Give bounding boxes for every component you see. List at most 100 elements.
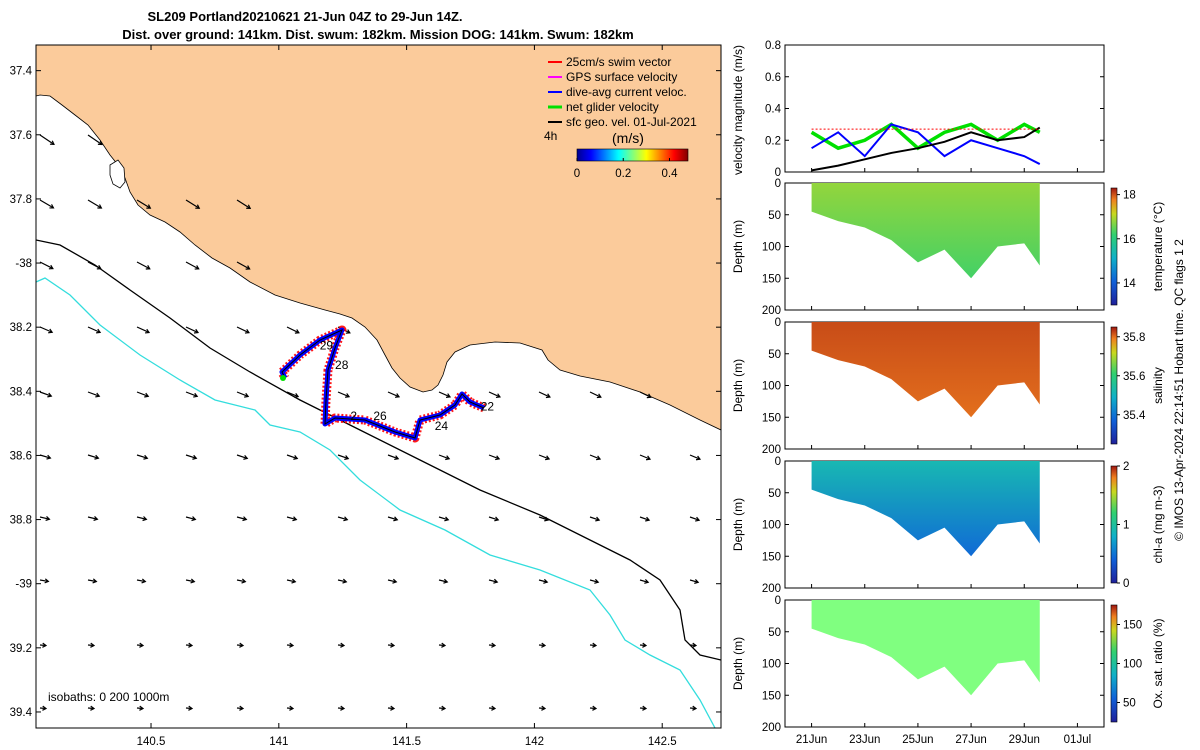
current-arrow [286, 579, 296, 583]
sec-ytick-label: 200 [762, 722, 781, 734]
sec-cb-tick-label: 50 [1123, 698, 1136, 710]
current-arrowhead [293, 455, 299, 460]
legend-label: GPS surface velocity [566, 70, 677, 84]
velocity-panel: 0 0.2 0.4 0.6 0.8 velocity magnitude (m/s) [731, 40, 1105, 179]
current-arrowhead [49, 140, 55, 146]
current-arrowhead [394, 455, 400, 461]
section-panel-chl-a: 0 50 100 150 200 Depth (m) 0 1 2 chl-a (mg m-3) [731, 456, 1165, 595]
current-arrowhead [345, 393, 351, 398]
sec-ytick-label: 0 [775, 178, 781, 190]
current-arrow [589, 516, 600, 521]
velocity-ticks: 0 0.2 0.4 0.6 0.8 [765, 40, 1104, 179]
current-arrow [87, 326, 101, 333]
current-arrowhead [390, 705, 396, 711]
current-arrow [39, 134, 55, 145]
current-arrow [185, 261, 199, 270]
current-arrowhead [340, 642, 346, 648]
current-arrowhead [642, 642, 648, 648]
sec-ytick-label: 100 [762, 659, 781, 671]
current-arrow [39, 326, 53, 333]
current-arrow [236, 261, 250, 270]
map-ytick-label: 37.4 [10, 66, 33, 78]
current-arrowhead [289, 705, 295, 711]
current-arrow [136, 261, 151, 270]
current-arrow [438, 454, 450, 460]
day-label: 2 [350, 409, 357, 423]
current-arrowhead [294, 392, 300, 398]
vel-ytick-label: 0.4 [765, 104, 782, 116]
current-arrow [236, 326, 250, 334]
cb-tick-label: 0.4 [662, 168, 679, 180]
current-arrow [387, 579, 397, 583]
current-arrow [87, 261, 102, 270]
vel-ytick-label: 0 [775, 167, 781, 179]
current-arrowhead [294, 329, 300, 334]
current-arrowhead [246, 204, 252, 209]
map-ytick-label: 38.4 [10, 386, 33, 398]
current-arrowhead [692, 705, 698, 711]
sec-colorbar [1110, 326, 1118, 445]
sec-ytick-label: 0 [775, 456, 781, 468]
legend-sfc-geo-vel: sfc geo. vel. 01-Jul-2021 [548, 115, 697, 129]
current-arrow [236, 391, 249, 398]
sec-ytick-label: 100 [762, 242, 781, 254]
current-arrow [87, 454, 99, 459]
velocity-line [811, 126, 1041, 172]
current-arrow [488, 516, 499, 521]
current-arrow [236, 516, 247, 521]
current-arrow [286, 516, 297, 521]
sec-ytick-label: 150 [762, 551, 781, 563]
current-arrow [387, 454, 399, 460]
current-arrowhead [144, 328, 151, 334]
current-arrowhead [94, 454, 100, 460]
current-arrowhead [393, 516, 399, 522]
current-arrow [136, 579, 146, 583]
current-arrowhead [97, 140, 103, 146]
current-arrowhead [345, 329, 351, 334]
section-fill [811, 461, 1040, 557]
current-arrowhead [646, 393, 652, 399]
current-arrow [185, 199, 200, 209]
credit-text: © IMOS 13-Apr-2024 22:14:51 Hobart time.… [1172, 239, 1186, 541]
current-arrow [185, 579, 195, 583]
map-colorbar [576, 148, 689, 162]
current-arrowhead [95, 392, 101, 398]
section-panel-temperature: 0 50 100 150 200 Depth (m) 14 16 18 temperature (… [731, 178, 1165, 317]
current-arrowhead [188, 642, 194, 648]
current-arrow [438, 516, 449, 521]
net-track [281, 329, 485, 439]
sec-ytick-label: 200 [762, 444, 781, 456]
sec-ytick-label: 50 [768, 488, 781, 500]
current-arrowhead [694, 579, 700, 584]
current-arrowhead [342, 578, 348, 584]
current-arrowhead [390, 642, 396, 648]
section-panel-oxygen-saturation: 0 50 100 150 200 Depth (m) 50 100 150 Ox. sat. ra… [731, 595, 1165, 734]
current-arrow [185, 391, 198, 397]
current-arrow [39, 516, 50, 520]
map-xtick-label: 142 [525, 736, 544, 748]
current-arrowhead [144, 392, 150, 398]
current-arrowhead [42, 642, 48, 648]
current-arrowhead [695, 455, 702, 461]
current-arrow [87, 134, 103, 146]
current-arrow [39, 199, 54, 209]
sec-ytick-label: 150 [762, 690, 781, 702]
current-arrowhead [491, 642, 497, 648]
sec-cb-tick-label: 150 [1123, 620, 1142, 632]
current-arrow [689, 516, 700, 521]
current-arrowhead [96, 264, 102, 270]
current-arrowhead [90, 642, 96, 648]
current-arrow [286, 391, 299, 398]
sec-colorbar-label: salinity [1151, 367, 1165, 404]
vel-ytick-label: 0.8 [765, 40, 781, 52]
current-arrowhead [291, 578, 297, 584]
current-arrowhead [244, 392, 250, 398]
current-arrowhead [441, 705, 447, 711]
cb-tick-label: 0.2 [615, 168, 631, 180]
map-ytick-label: 38.2 [10, 322, 32, 334]
vel-ytick-label: 0.2 [765, 135, 781, 147]
current-arrowhead [145, 265, 151, 270]
current-arrow [286, 326, 300, 334]
